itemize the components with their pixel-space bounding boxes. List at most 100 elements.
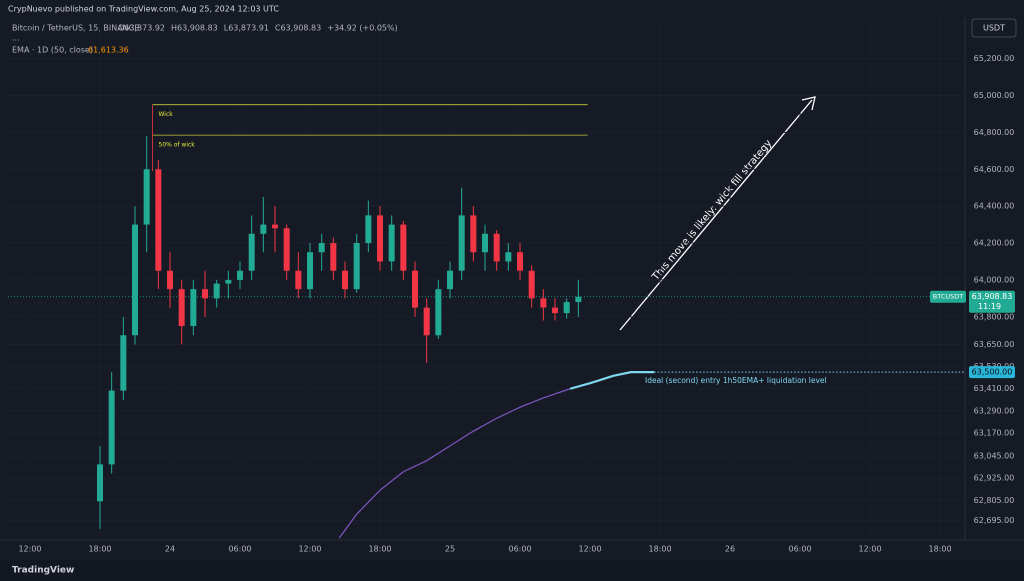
- footer-brand: TradingView: [12, 566, 74, 576]
- x-tick-label: 18:00: [929, 545, 952, 554]
- y-tick-label: 62,805.00: [974, 496, 1015, 505]
- wick-half-label: 50% of wick: [159, 142, 196, 149]
- x-tick-label: 24: [165, 545, 175, 554]
- ema-line: [338, 388, 571, 539]
- y-tick-label: 64,200.00: [974, 239, 1015, 248]
- candle-body: [120, 335, 127, 391]
- x-tick-label: 06:00: [508, 545, 531, 554]
- candle-body: [540, 298, 547, 308]
- y-tick-label: 62,925.00: [974, 474, 1015, 483]
- candle-body: [377, 215, 384, 262]
- countdown-label: 11:19: [978, 302, 1001, 311]
- candle-body: [493, 233, 500, 262]
- candle-body: [307, 252, 314, 290]
- candle-body: [388, 224, 395, 262]
- ohlc-value: C63,908.83: [275, 24, 321, 33]
- ohlc-value: O63,873.92: [118, 24, 165, 33]
- currency-label[interactable]: USDT: [983, 24, 1005, 33]
- wick-label: Wick: [159, 111, 174, 118]
- level-price-box: [969, 366, 1015, 379]
- candle-body: [178, 289, 185, 327]
- candle-body: [412, 270, 419, 308]
- candle-body: [342, 270, 349, 290]
- y-tick-label: 64,800.00: [974, 128, 1015, 137]
- candle-body: [447, 270, 454, 290]
- candle-body: [248, 233, 255, 271]
- x-tick-label: 12:00: [18, 545, 41, 554]
- currency-button[interactable]: [971, 18, 1017, 38]
- candle-body: [167, 270, 174, 290]
- candle-body: [458, 215, 465, 271]
- candle-body: [283, 228, 290, 271]
- y-tick-label: 65,200.00: [974, 54, 1015, 63]
- candle-body: [528, 270, 535, 299]
- candle-body: [505, 252, 512, 262]
- y-tick-label: 62,695.00: [974, 516, 1015, 525]
- candle-body: [225, 279, 232, 284]
- y-tick-label: 63,800.00: [974, 312, 1015, 321]
- candle-body: [575, 296, 582, 303]
- candle-body: [272, 224, 279, 229]
- y-tick-label: 63,045.00: [974, 452, 1015, 461]
- candle-body: [353, 243, 360, 290]
- symbol-box: [930, 290, 966, 303]
- last-price-box: [969, 290, 1015, 313]
- x-tick-label: 25: [445, 545, 455, 554]
- change-value: +34.92 (+0.05%): [327, 24, 398, 33]
- candle-body: [213, 283, 220, 299]
- candle-body: [97, 464, 104, 502]
- level-note: Ideal (second) entry 1h50EMA+ liquidatio…: [645, 376, 827, 385]
- candle-body: [482, 233, 489, 253]
- arrow-head: [801, 96, 816, 111]
- candle-body: [563, 302, 570, 314]
- candle-body: [435, 289, 442, 336]
- x-tick-label: 06:00: [228, 545, 251, 554]
- x-tick-label: 26: [725, 545, 735, 554]
- plot-area: [8, 18, 965, 540]
- candle-body: [202, 289, 209, 299]
- x-tick-label: 12:00: [298, 545, 321, 554]
- y-tick-label: 64,000.00: [974, 275, 1015, 284]
- x-tick-label: 18:00: [368, 545, 391, 554]
- x-tick-label: 18:00: [88, 545, 111, 554]
- candle-body: [295, 270, 302, 290]
- ohlc-value: H63,908.83: [171, 24, 218, 33]
- y-tick-label: 64,600.00: [974, 165, 1015, 174]
- x-tick-label: 06:00: [788, 545, 811, 554]
- candle-body: [400, 224, 407, 271]
- y-tick-label: 63,410.00: [974, 384, 1015, 393]
- ohlc-value: L63,873.91: [224, 24, 269, 33]
- symbol-label: BTCUSDT: [933, 293, 963, 301]
- chart-title: Bitcoin / TetherUS, 15, BINANCE: [12, 24, 139, 33]
- level-price-label: 63,500.00: [972, 368, 1013, 377]
- candle-body: [190, 289, 197, 327]
- y-tick-label: 63,650.00: [974, 340, 1015, 349]
- candle-body: [423, 307, 430, 336]
- x-tick-label: 12:00: [578, 545, 601, 554]
- candle-body: [330, 243, 337, 271]
- collapse-dots[interactable]: ...: [12, 34, 20, 43]
- candle-body: [237, 270, 244, 280]
- candle-body: [260, 224, 267, 234]
- y-tick-label: 63,290.00: [974, 406, 1015, 415]
- candle-body: [365, 215, 372, 244]
- candle-body: [470, 215, 477, 253]
- y-tick-label: 65,000.00: [974, 91, 1015, 100]
- x-tick-label: 12:00: [858, 545, 881, 554]
- candle-body: [552, 307, 559, 314]
- footer-bar: [0, 560, 1024, 581]
- indicator-value: 61,613.36: [88, 46, 129, 55]
- candle-body: [318, 243, 325, 253]
- candle-body: [108, 390, 115, 465]
- ema-projection-line: [569, 371, 655, 390]
- indicator-name: EMA · 1D (50, close): [12, 46, 93, 55]
- y-tick-label: 63,170.00: [974, 429, 1015, 438]
- publisher: CrypNuevo published on TradingView.com, …: [8, 5, 279, 14]
- last-price-label: 63,908.83: [972, 292, 1013, 301]
- candle-body: [155, 169, 162, 271]
- candle-body: [132, 224, 139, 336]
- x-tick-label: 18:00: [648, 545, 671, 554]
- arrow: [619, 99, 813, 331]
